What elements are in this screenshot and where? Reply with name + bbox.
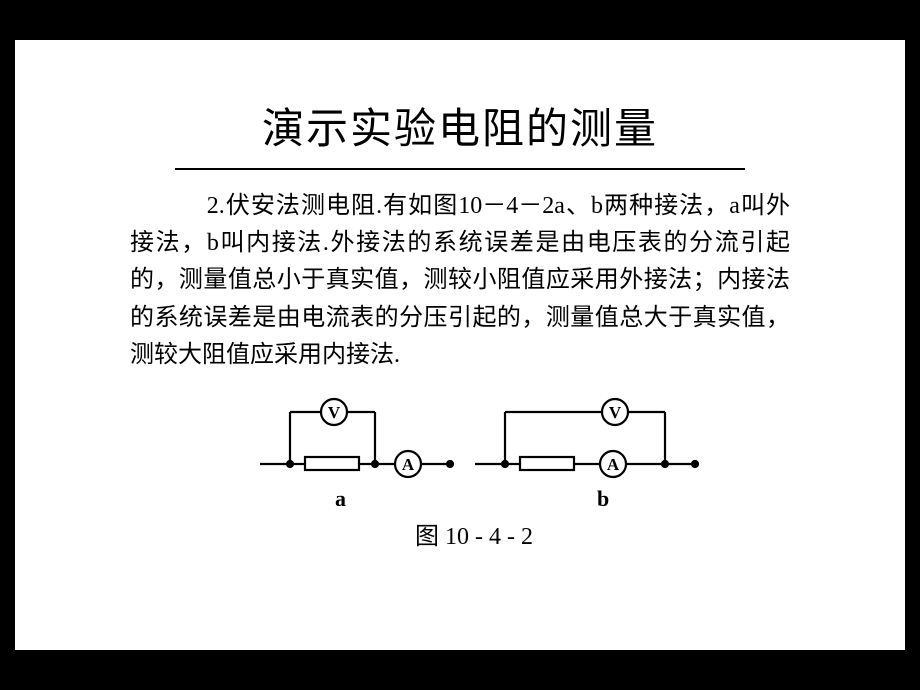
figure-caption: 图 10 - 4 - 2 <box>415 516 533 551</box>
circuit-b: V A <box>470 384 705 494</box>
circuit-a-label: a <box>335 486 346 512</box>
voltmeter-label-a: V <box>328 403 341 422</box>
paragraph-text: 2.伏安法测电阻.有如图10－4－2a、b两种接法，a叫外接法，b叫内接法.外接… <box>130 193 790 368</box>
circuit-b-label: b <box>597 486 609 512</box>
slide: 演示实验电阻的测量 2.伏安法测电阻.有如图10－4－2a、b两种接法，a叫外接… <box>15 40 905 650</box>
figure: V A a <box>15 384 905 564</box>
ammeter-label-a: A <box>402 455 415 474</box>
title-underline <box>175 168 745 170</box>
voltmeter-label-b: V <box>609 403 622 422</box>
page-title: 演示实验电阻的测量 <box>15 95 905 156</box>
circuit-a: V A <box>255 384 455 494</box>
body-paragraph: 2.伏安法测电阻.有如图10－4－2a、b两种接法，a叫外接法，b叫内接法.外接… <box>130 188 790 374</box>
ammeter-label-b: A <box>607 455 620 474</box>
